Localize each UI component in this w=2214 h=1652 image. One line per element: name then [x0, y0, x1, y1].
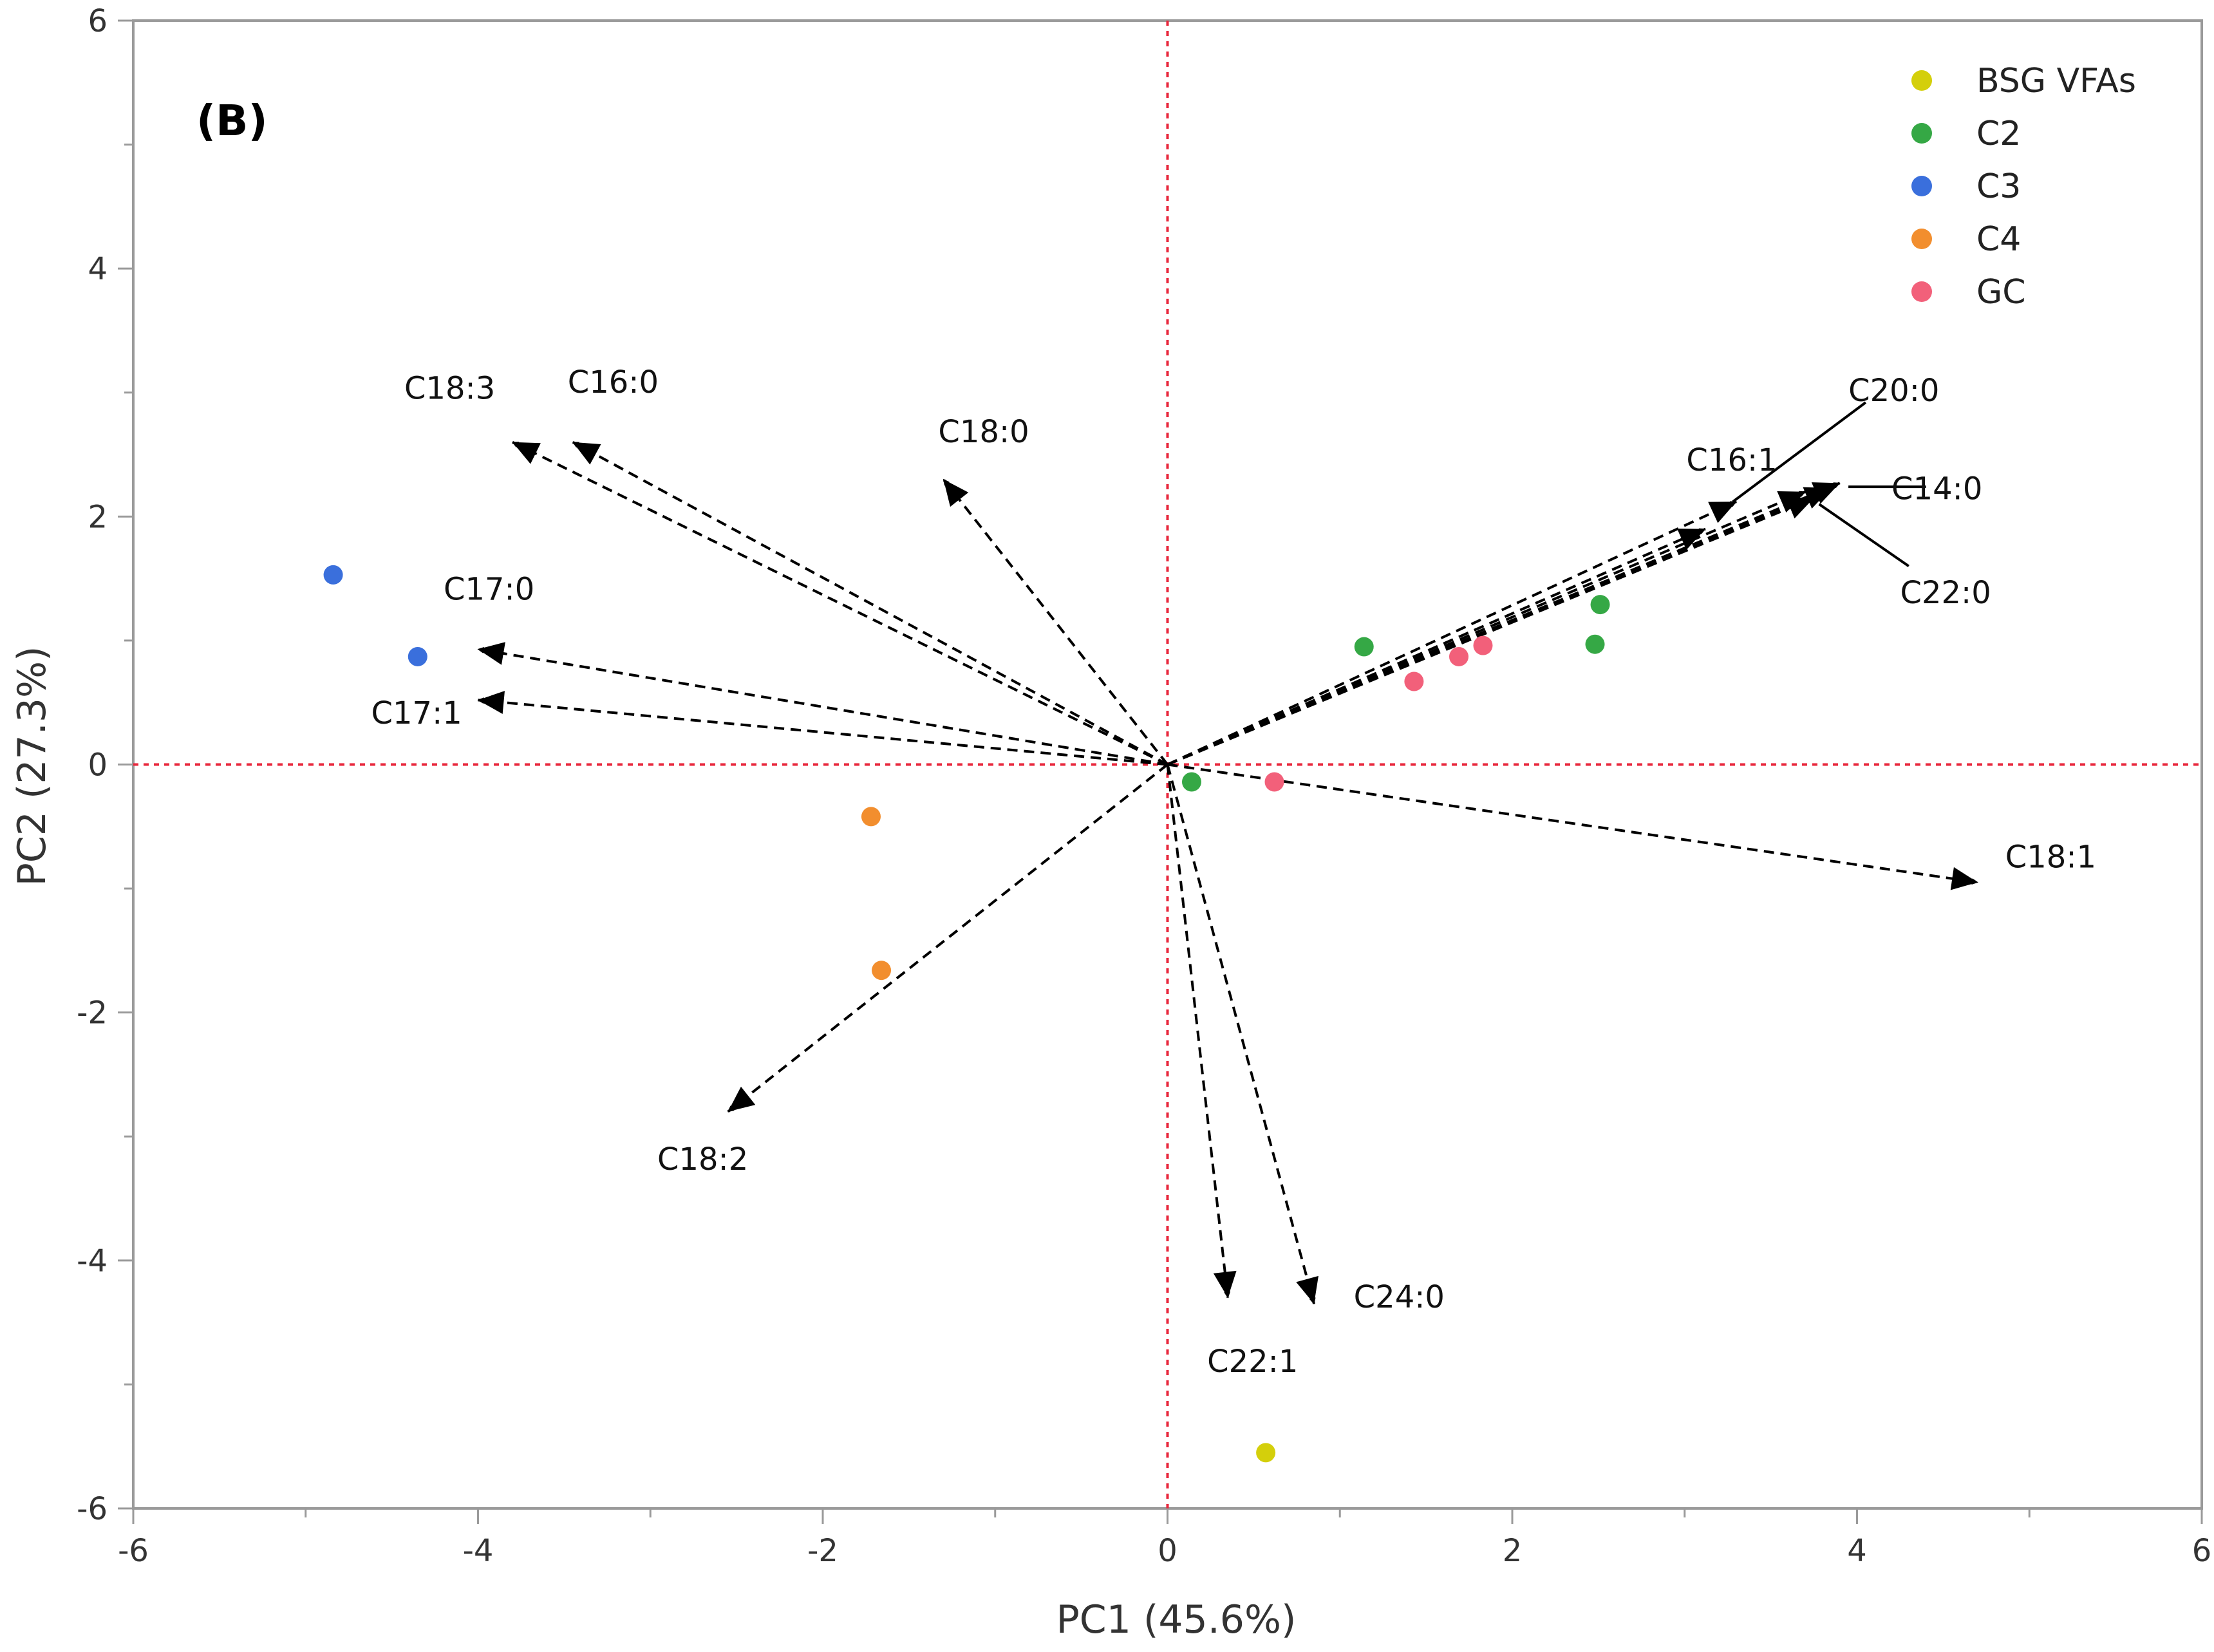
loading-arrow [1166, 764, 1231, 1299]
y-tick-label: 2 [88, 499, 108, 535]
loading-arrowhead [1677, 529, 1705, 550]
x-tick-label: 6 [2192, 1533, 2212, 1569]
legend: BSG VFAs C2 C3 C4 GC [1911, 62, 2136, 312]
legend-label: C2 [1976, 115, 2021, 153]
y-axis: -6 -4 -2 0 2 4 6 [77, 3, 133, 1527]
x-tick-label: 4 [1847, 1533, 1867, 1569]
loading-vectors: C18:3 C16:0 C18:0 C17:0 C17:1 C18:2 C22:1 C24:0… [371, 364, 2096, 1380]
score-point [1473, 635, 1493, 655]
loading-arrow [477, 646, 1168, 766]
loading-arrow [512, 440, 1168, 766]
loading-label: C18:3 [404, 370, 495, 406]
legend-marker [1911, 70, 1932, 91]
loading-arrowhead [478, 691, 505, 715]
label-leader-line [1732, 401, 1867, 503]
score-point [323, 565, 343, 585]
legend-marker [1911, 229, 1932, 249]
loading-arrowhead [1708, 502, 1737, 523]
loading-arrow [1166, 764, 1316, 1305]
loading-arrow [1167, 763, 1978, 885]
loading-label: C20:0 [1848, 373, 1939, 409]
score-point [861, 807, 881, 827]
loading-arrow [1167, 500, 1737, 766]
legend-label: C4 [1976, 220, 2021, 259]
loading-label: C18:1 [2005, 839, 2096, 875]
legend-marker [1911, 176, 1932, 196]
loading-arrowhead [1777, 491, 1806, 513]
y-tick-label: -6 [77, 1491, 108, 1527]
loading-arrowhead [478, 642, 505, 665]
loading-arrow [477, 697, 1168, 766]
loading-label: C16:1 [1686, 442, 1777, 478]
loading-arrowhead [1296, 1275, 1318, 1304]
legend-label: GC [1976, 273, 2026, 312]
x-tick-label: -4 [463, 1533, 494, 1569]
loading-arrowhead [727, 1086, 756, 1112]
y-tick-label: -2 [77, 995, 108, 1031]
panel-label: (B) [196, 96, 268, 145]
score-point [1585, 634, 1605, 654]
score-points [323, 565, 1610, 1463]
loading-arrowhead [943, 479, 969, 507]
label-leader-line [1818, 503, 1909, 568]
loading-label: C18:0 [938, 414, 1029, 450]
score-point [872, 961, 892, 981]
loading-label: C22:1 [1207, 1344, 1298, 1380]
loading-arrowhead [1950, 867, 1978, 890]
score-point [1264, 772, 1284, 792]
legend-label: BSG VFAs [1976, 62, 2136, 100]
loading-arrow [1167, 527, 1706, 766]
legend-marker [1911, 123, 1932, 144]
loading-arrow [1167, 490, 1806, 766]
y-tick-label: 4 [88, 251, 108, 287]
loading-label: C16:0 [568, 364, 659, 400]
x-tick-label: 0 [1158, 1533, 1177, 1569]
score-point [408, 646, 427, 666]
loading-arrow [572, 441, 1168, 766]
score-point [1404, 671, 1424, 691]
score-point [1354, 637, 1374, 657]
score-point [1449, 646, 1468, 666]
y-tick-label: -4 [77, 1243, 108, 1279]
loading-label: C24:0 [1354, 1279, 1445, 1315]
loading-arrow [1167, 496, 1815, 766]
loading-arrowhead [1803, 487, 1832, 509]
x-tick-label: 2 [1503, 1533, 1523, 1569]
x-tick-label: -2 [807, 1533, 838, 1569]
loading-label: C14:0 [1891, 471, 1982, 507]
loading-arrowhead [1213, 1270, 1237, 1298]
loading-label: C18:2 [657, 1141, 748, 1178]
score-point [1181, 772, 1201, 792]
score-point [1256, 1443, 1276, 1463]
loading-arrow [942, 478, 1169, 765]
x-axis-title: PC1 (45.6%) [1056, 1597, 1297, 1642]
x-tick-label: -6 [118, 1533, 149, 1569]
y-tick-label: 0 [88, 747, 108, 784]
y-axis-title: PC2 (27.3%) [10, 646, 55, 887]
x-axis: -6 -4 -2 0 2 4 6 [118, 1508, 2211, 1569]
loading-label: C22:0 [1900, 575, 1991, 611]
loading-arrowhead [572, 442, 601, 465]
loading-label: C17:0 [444, 571, 534, 607]
y-tick-label: 6 [88, 3, 108, 39]
loading-arrowhead [512, 442, 541, 464]
legend-label: C3 [1976, 167, 2021, 206]
loading-arrow [727, 763, 1168, 1113]
loading-label: C17:1 [371, 695, 462, 731]
legend-marker [1911, 281, 1932, 302]
score-point [1590, 595, 1610, 615]
